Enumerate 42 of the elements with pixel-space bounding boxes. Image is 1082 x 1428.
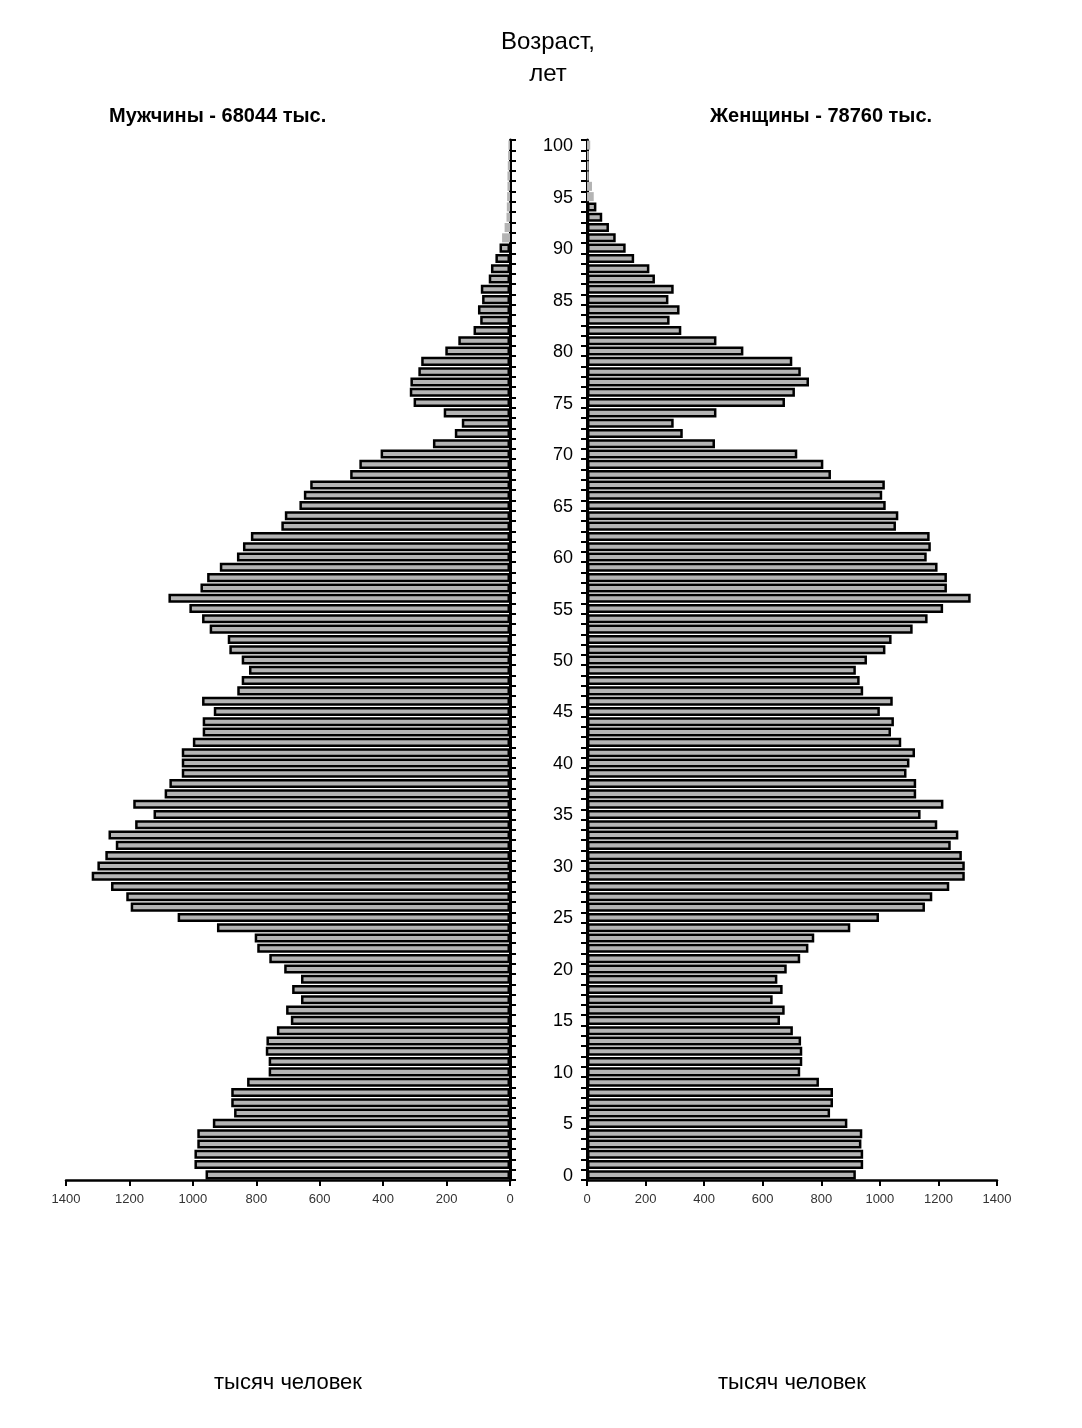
y-tick-label: 0 [562,1164,573,1185]
y-tick-label: 65 [552,495,573,516]
x-tick-label: 1000 [865,1191,895,1206]
y-tick-label: 55 [552,598,573,619]
y-tick-label: 95 [552,186,573,207]
x-tick-label: 400 [693,1191,715,1206]
y-tick-label: 15 [552,1010,573,1031]
y-tick-label: 25 [552,907,573,928]
y-tick-label: 5 [562,1113,573,1134]
y-tick-label: 90 [552,238,573,259]
y-tick-label: 75 [552,392,573,413]
x-tick-label: 600 [751,1191,774,1206]
x-tick-label: 600 [308,1191,331,1206]
x-axis-title: тысяч человек [718,1368,867,1394]
y-tick-label: 70 [552,444,573,465]
y-tick-label: 85 [552,289,573,310]
x-tick-label: 1400 [51,1191,81,1206]
y-tick-label: 40 [552,752,573,773]
y-tick-label: 50 [552,650,573,670]
x-tick-label: 0 [583,1191,591,1206]
y-tick-label: 20 [552,958,573,979]
x-tick-label: 800 [810,1191,833,1206]
x-tick-label: 1400 [982,1191,1012,1206]
chart-title: Мужчины - 68044 тыс. [109,104,327,126]
y-tick-label: 80 [552,341,573,362]
y-tick-label: 45 [552,701,573,722]
y-axis-title: Возраст, лет [501,26,595,86]
x-tick-label: 0 [506,1191,514,1206]
x-tick-label: 400 [372,1191,394,1206]
x-tick-label: 200 [634,1191,657,1206]
x-tick-label: 1200 [923,1191,953,1206]
x-tick-label: 800 [245,1191,268,1206]
y-tick-label: 30 [552,855,573,876]
x-axis-title: тысяч человек [214,1368,363,1394]
y-tick-label: 35 [552,804,573,825]
y-tick-label: 10 [552,1061,573,1082]
x-tick-label: 200 [435,1191,458,1206]
x-tick-label: 1000 [178,1191,208,1206]
x-tick-label: 1200 [114,1191,144,1206]
y-tick-label: 100 [542,135,573,156]
y-tick-label: 60 [552,547,573,568]
chart-title: Женщины - 78760 тыс. [709,104,933,126]
